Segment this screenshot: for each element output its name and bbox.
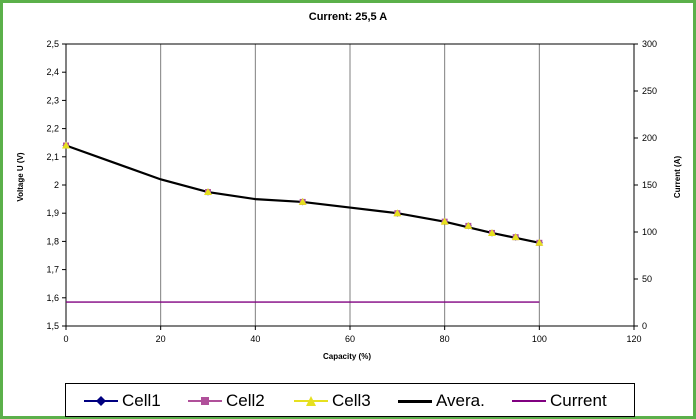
y-tick-label: 2,4 (46, 67, 59, 77)
y2-tick-label: 50 (642, 274, 652, 284)
y-tick-label: 1,5 (46, 321, 59, 331)
triangle-icon (306, 396, 316, 406)
y2-axis-label: Current (A) (673, 156, 682, 199)
x-axis-label: Capacity (%) (323, 352, 371, 361)
legend-label-average: Avera. (436, 391, 485, 411)
y2-tick-label: 100 (642, 227, 657, 237)
chart-title: Current: 25,5 A (309, 11, 388, 23)
legend-item-average: Avera. (398, 392, 485, 410)
diamond-icon (96, 396, 106, 406)
legend-label-cell2: Cell2 (226, 391, 265, 411)
y-tick-label: 1,8 (46, 236, 59, 246)
y-tick-label: 1,6 (46, 293, 59, 303)
legend-swatch-cell2 (188, 400, 222, 402)
x-tick-label: 60 (345, 334, 355, 344)
legend-item-cell3: Cell3 (294, 392, 371, 410)
x-tick-label: 20 (156, 334, 166, 344)
legend-swatch-average (398, 400, 432, 403)
y-tick-label: 2,5 (46, 39, 59, 49)
legend-swatch-cell3 (294, 400, 328, 402)
y2-tick-label: 0 (642, 321, 647, 331)
y-tick-label: 1,7 (46, 265, 59, 275)
voltage-capacity-chart: Current: 25,5 A Voltage U (V) Current (A… (3, 3, 693, 378)
x-tick-label: 40 (250, 334, 260, 344)
y2-tick-label: 300 (642, 39, 657, 49)
square-icon (200, 396, 210, 406)
y-tick-label: 2,2 (46, 124, 59, 134)
y-axis-label: Voltage U (V) (16, 152, 25, 202)
y-tick-label: 1,9 (46, 208, 59, 218)
legend-item-current: Current (512, 392, 607, 410)
legend-swatch-current (512, 400, 546, 402)
legend-label-cell3: Cell3 (332, 391, 371, 411)
y2-tick-label: 200 (642, 133, 657, 143)
legend: Cell1 Cell2 Cell3 Avera. Current (65, 383, 635, 417)
x-tick-label: 100 (532, 334, 547, 344)
legend-label-cell1: Cell1 (122, 391, 161, 411)
legend-swatch-cell1 (84, 400, 118, 402)
legend-label-current: Current (550, 391, 607, 411)
y-tick-label: 2,1 (46, 152, 59, 162)
x-tick-label: 0 (63, 334, 68, 344)
y2-tick-label: 150 (642, 180, 657, 190)
y-tick-label: 2 (54, 180, 59, 190)
x-tick-label: 80 (440, 334, 450, 344)
legend-item-cell2: Cell2 (188, 392, 265, 410)
y-tick-label: 2,3 (46, 95, 59, 105)
legend-item-cell1: Cell1 (84, 392, 161, 410)
x-tick-label: 120 (626, 334, 641, 344)
y2-tick-label: 250 (642, 86, 657, 96)
